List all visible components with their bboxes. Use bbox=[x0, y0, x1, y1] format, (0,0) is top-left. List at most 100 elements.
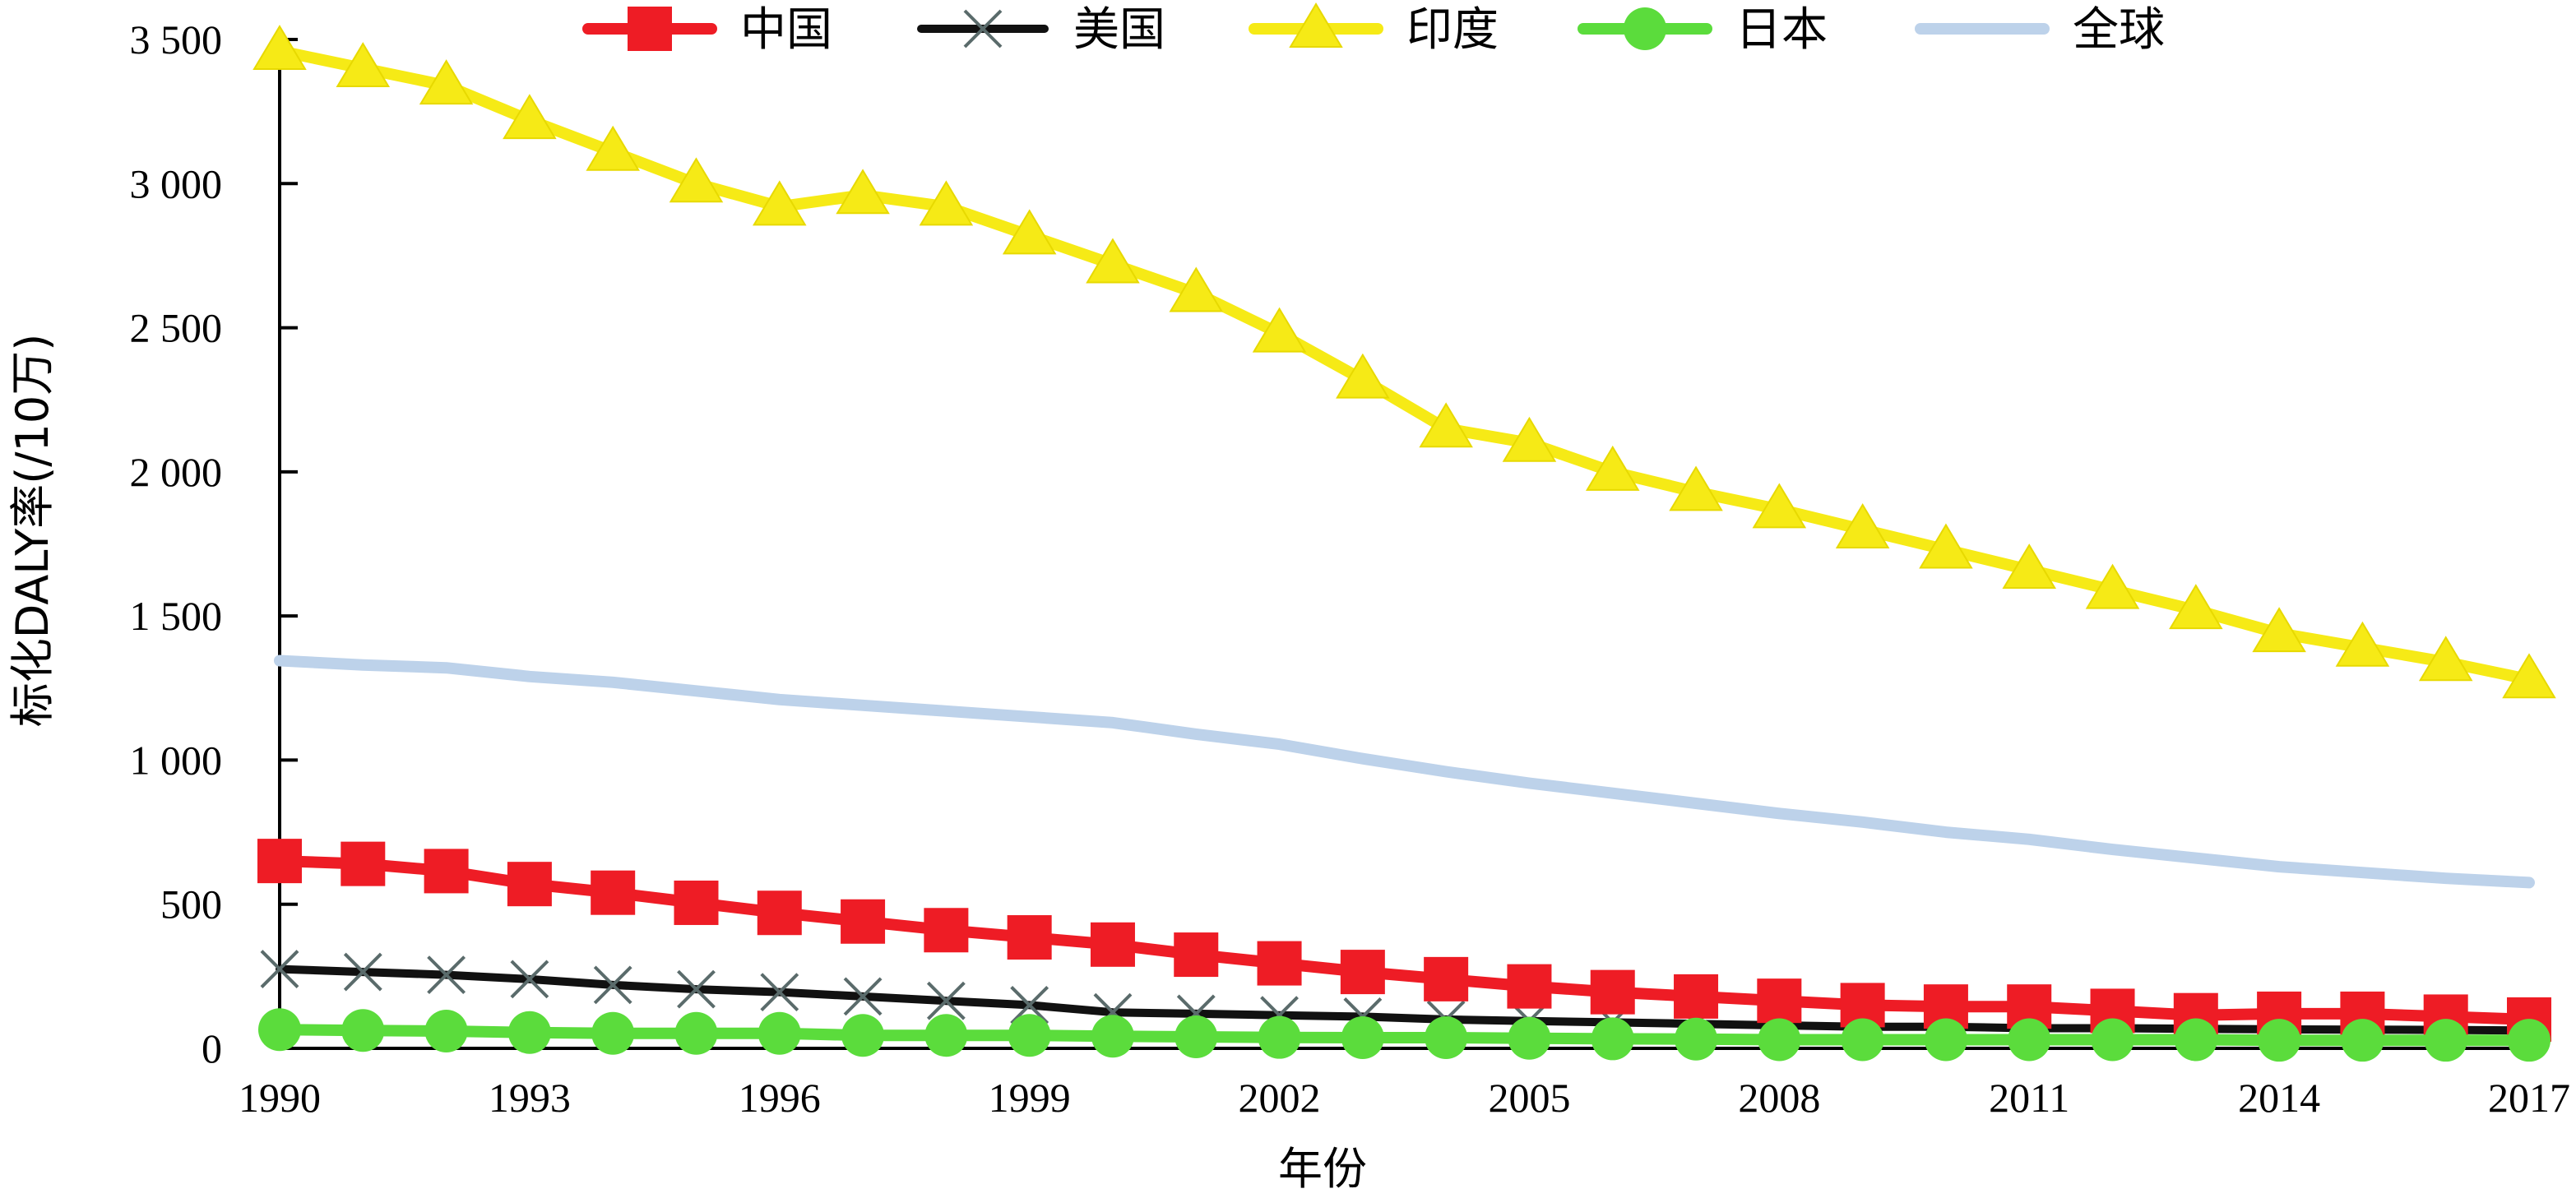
data-point bbox=[419, 59, 474, 105]
data-point bbox=[2002, 543, 2056, 590]
data-point bbox=[427, 955, 466, 995]
x-tick-label: 2017 bbox=[2488, 1075, 2570, 1121]
data-point bbox=[1757, 978, 1802, 1024]
y-tick-label: 2 500 bbox=[130, 305, 223, 351]
data-point bbox=[1336, 353, 1390, 399]
legend-marker bbox=[1624, 7, 1666, 50]
y-tick-label: 1 000 bbox=[130, 737, 223, 783]
x-marker-stroke bbox=[677, 969, 716, 1009]
legend-marker bbox=[628, 7, 672, 51]
data-point bbox=[2508, 1019, 2551, 1062]
x-marker-stroke bbox=[843, 977, 883, 1016]
data-point bbox=[1419, 402, 1473, 448]
y-tick-label: 3 500 bbox=[130, 16, 223, 62]
data-point bbox=[1924, 1018, 1967, 1062]
data-point bbox=[757, 890, 802, 936]
x-marker-stroke bbox=[260, 950, 299, 989]
data-point bbox=[760, 973, 799, 1012]
data-point bbox=[1919, 523, 1973, 569]
data-point bbox=[253, 25, 307, 71]
data-point bbox=[1502, 416, 1557, 462]
data-point bbox=[2418, 636, 2473, 682]
data-point bbox=[2424, 1019, 2467, 1062]
y-tick-label: 2 000 bbox=[130, 449, 223, 495]
x-marker-stroke bbox=[963, 9, 1003, 49]
x-tick-label: 2011 bbox=[1989, 1075, 2069, 1121]
data-point bbox=[669, 157, 724, 203]
data-point bbox=[507, 862, 552, 907]
legend-item: 全球 bbox=[1915, 3, 2165, 57]
x-marker-stroke bbox=[1010, 986, 1049, 1025]
y-tick-label: 1 500 bbox=[130, 593, 223, 639]
data-point bbox=[753, 180, 807, 226]
x-marker-stroke bbox=[926, 981, 966, 1020]
x-tick-label: 1990 bbox=[239, 1075, 321, 1121]
legend-label: 中国 bbox=[740, 3, 832, 57]
data-point bbox=[926, 981, 966, 1020]
data-point bbox=[1174, 1015, 1218, 1058]
series-2 bbox=[253, 25, 2556, 699]
data-point bbox=[1002, 209, 1057, 255]
x-marker-stroke bbox=[427, 955, 466, 995]
data-point bbox=[1424, 956, 1469, 1001]
data-point bbox=[1752, 483, 1807, 529]
y-tick-label: 0 bbox=[202, 1025, 222, 1071]
data-point bbox=[674, 1011, 718, 1055]
data-point bbox=[507, 1011, 551, 1054]
data-point bbox=[2258, 1019, 2301, 1062]
data-point bbox=[841, 899, 886, 944]
data-point bbox=[424, 1009, 468, 1052]
legend: 中国 美国 印度 日本 全球 bbox=[582, 2, 2165, 57]
data-point bbox=[1425, 1016, 1468, 1060]
x-marker-stroke bbox=[510, 960, 549, 999]
data-point bbox=[1258, 1015, 1301, 1059]
data-point bbox=[674, 880, 719, 925]
legend-label: 美国 bbox=[1073, 3, 1165, 57]
data-point bbox=[843, 977, 883, 1016]
series-0 bbox=[257, 839, 2551, 1042]
data-point bbox=[1174, 932, 1219, 978]
data-point bbox=[1669, 465, 1723, 511]
data-point bbox=[2085, 563, 2140, 609]
legend-item: 印度 bbox=[1249, 2, 1499, 57]
data-point bbox=[341, 841, 386, 886]
legend-label: 全球 bbox=[2073, 3, 2165, 57]
series-line bbox=[276, 964, 2533, 1035]
data-point bbox=[1508, 1016, 1551, 1060]
data-point bbox=[258, 1008, 301, 1052]
data-point bbox=[1674, 974, 1719, 1019]
x-tick-label: 2008 bbox=[1738, 1075, 1820, 1121]
data-point bbox=[1007, 915, 1052, 960]
legend-label: 印度 bbox=[1406, 3, 1499, 57]
legend-item: 日本 bbox=[1578, 3, 1828, 57]
data-point bbox=[1091, 1015, 1134, 1058]
data-point bbox=[1169, 266, 1224, 312]
x-tick-label: 1999 bbox=[989, 1075, 1071, 1121]
x-tick-label: 1996 bbox=[739, 1075, 821, 1121]
data-point bbox=[2335, 621, 2390, 667]
y-tick-label: 3 000 bbox=[130, 160, 223, 206]
data-point bbox=[2091, 1018, 2134, 1062]
x-tick-label: 2005 bbox=[1488, 1075, 1570, 1121]
data-point bbox=[1590, 969, 1635, 1015]
x-tick-label: 2002 bbox=[1239, 1075, 1321, 1121]
data-point bbox=[1835, 503, 1890, 548]
data-point bbox=[2252, 607, 2306, 653]
x-marker-stroke bbox=[343, 952, 382, 992]
data-point bbox=[2008, 1018, 2051, 1062]
data-point bbox=[924, 1014, 968, 1057]
data-point bbox=[758, 1011, 801, 1055]
data-point bbox=[1507, 964, 1552, 1009]
data-point bbox=[2502, 653, 2556, 699]
data-point bbox=[336, 42, 391, 88]
series-3 bbox=[258, 1008, 2551, 1062]
data-point bbox=[677, 969, 716, 1009]
data-point bbox=[1675, 1017, 1718, 1061]
data-point bbox=[260, 950, 299, 989]
data-point bbox=[591, 1011, 635, 1055]
legend-item: 中国 bbox=[582, 3, 832, 57]
data-point bbox=[1257, 941, 1302, 986]
data-point bbox=[257, 839, 302, 884]
data-point bbox=[1591, 1017, 1634, 1061]
series-line bbox=[274, 855, 2535, 1025]
